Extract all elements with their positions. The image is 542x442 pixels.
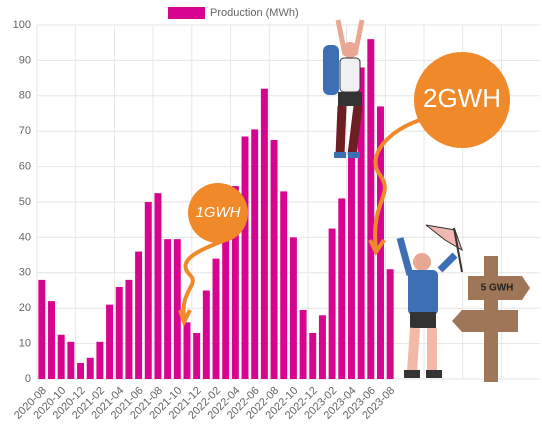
bar: [193, 332, 201, 379]
bar: [154, 193, 162, 379]
bar: [270, 140, 278, 379]
badge: [188, 183, 248, 243]
bar: [280, 191, 288, 379]
y-tick-label: 40: [19, 231, 31, 243]
arrow: [181, 238, 226, 319]
bar: [367, 39, 375, 379]
bar: [338, 198, 346, 379]
bar: [260, 88, 268, 379]
bar: [289, 237, 297, 379]
arrow-head: [178, 309, 192, 328]
bar: [173, 239, 181, 379]
y-tick-label: 90: [19, 54, 31, 66]
legend-swatch: [168, 7, 205, 19]
climber-top: [323, 19, 365, 158]
bar: [347, 148, 355, 379]
arrow-head: [368, 238, 386, 256]
bar: [318, 315, 326, 379]
bar: [164, 239, 172, 379]
illustrations: 1GWH 2GWH 5 GWH: [178, 19, 530, 382]
bar: [202, 290, 210, 379]
bar: [67, 341, 75, 379]
bar: [96, 341, 104, 379]
bar: [231, 186, 239, 379]
bar: [212, 258, 220, 379]
bar: [309, 332, 317, 379]
bar: [125, 279, 133, 379]
bar: [222, 233, 230, 379]
bar: [357, 67, 365, 379]
bar: [57, 334, 65, 379]
bar: [115, 286, 123, 379]
y-tick-label: 20: [19, 302, 31, 314]
arrow: [373, 118, 421, 251]
y-tick-label: 100: [13, 19, 31, 31]
bar: [144, 202, 152, 379]
y-tick-label: 10: [19, 338, 31, 350]
badge: [414, 52, 510, 148]
y-tick-label: 0: [25, 373, 31, 385]
signpost: [452, 256, 530, 382]
bar: [38, 279, 46, 379]
annotation: 2GWH: [423, 83, 501, 113]
bar: [386, 269, 394, 379]
bar: [299, 309, 307, 379]
bar: [183, 322, 191, 379]
bar: [328, 228, 336, 379]
bar: [135, 251, 143, 379]
annotation: 1GWH: [196, 204, 241, 221]
legend-label: Production (MWh): [210, 7, 299, 19]
bar: [77, 363, 85, 379]
annotation: 5 GWH: [481, 283, 514, 294]
bar: [241, 136, 249, 379]
y-tick-label: 60: [19, 161, 31, 173]
climber-bottom: [396, 224, 463, 378]
y-tick-label: 50: [19, 196, 31, 208]
bar: [86, 357, 94, 379]
y-tick-label: 30: [19, 267, 31, 279]
bar: [106, 304, 114, 379]
bar: [251, 129, 259, 379]
y-tick-label: 80: [19, 90, 31, 102]
bar: [48, 301, 55, 379]
y-tick-label: 70: [19, 125, 31, 137]
